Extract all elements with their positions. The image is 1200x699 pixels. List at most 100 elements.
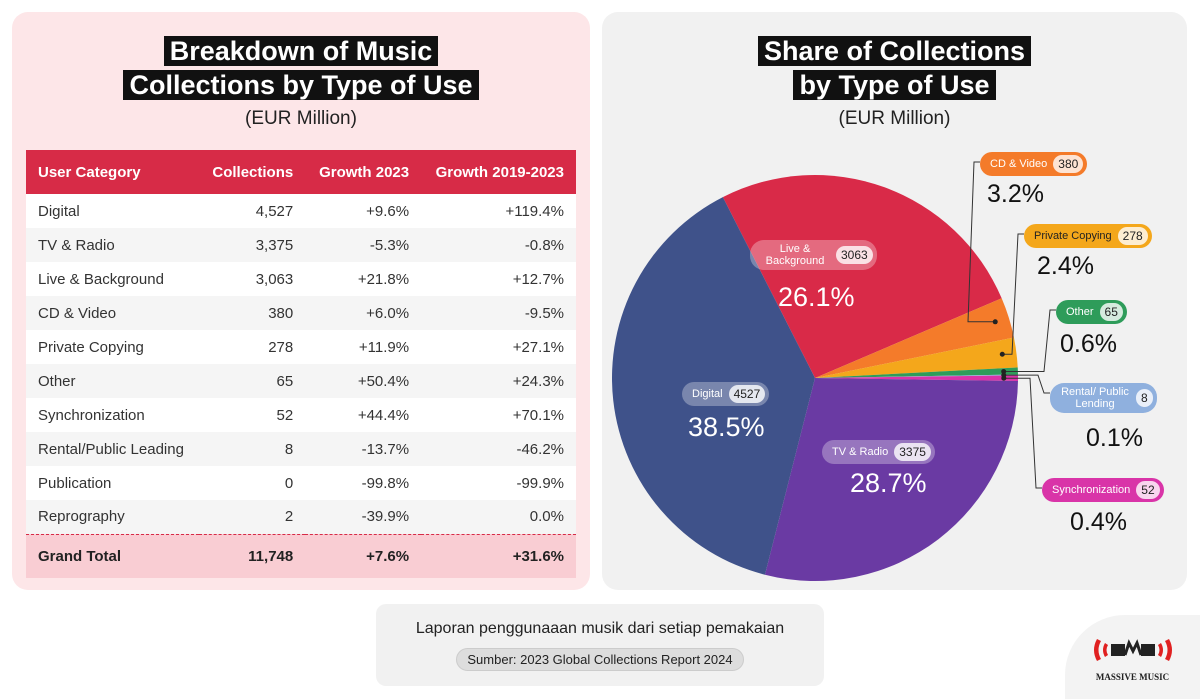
leader-dot xyxy=(999,351,1005,357)
table-cell: +9.6% xyxy=(366,202,410,220)
table-cell: +24.3% xyxy=(512,372,564,390)
slice-percent: 0.4% xyxy=(1070,508,1127,536)
table-row: Other 65 +50.4% +24.3% xyxy=(26,364,576,398)
table-cell: -13.7% xyxy=(361,440,410,458)
total-cell: 11,748 xyxy=(198,533,306,578)
slice-label: CD & Video 380 xyxy=(980,152,1088,176)
slice-name: Rental/ Public Lending xyxy=(1061,386,1129,410)
table-row: Publication 0 -99.8% -99.9% xyxy=(26,466,576,500)
leader-line xyxy=(1002,233,1024,355)
table-cell: 3,375 xyxy=(255,236,294,254)
col-header: User Category xyxy=(38,163,141,181)
pie-subtitle: (EUR Million) xyxy=(838,108,951,129)
table-cell: 8 xyxy=(284,440,294,458)
slice-name: TV & Radio xyxy=(832,446,889,458)
slice-name: Private Copying xyxy=(1034,230,1112,242)
slice-percent: 0.6% xyxy=(1060,330,1117,358)
total-cell: +7.6% xyxy=(305,533,422,578)
table-cell: +27.1% xyxy=(512,338,564,356)
pie-slice xyxy=(815,374,1018,378)
pie-slice xyxy=(815,298,1014,378)
slice-percent: 28.7% xyxy=(850,468,927,498)
table-cell: +44.4% xyxy=(357,406,410,424)
table-row: CD & Video 380 +6.0% -9.5% xyxy=(26,296,576,330)
slice-value: 3063 xyxy=(836,246,873,264)
slice-value: 278 xyxy=(1117,227,1148,245)
footer: Laporan penggunaaan musik dari setiap pe… xyxy=(376,604,824,686)
table-cell: +12.7% xyxy=(512,270,564,288)
pie-panel: Share of Collections by Type of Use (EUR … xyxy=(602,12,1187,590)
grand-total-row: Grand Total 11,748 +7.6% +31.6% xyxy=(26,533,576,578)
table-cell: -99.9% xyxy=(516,474,564,492)
table-row: Rental/Public Leading 8 -13.7% -46.2% xyxy=(26,432,576,466)
table-row: Digital 4,527 +9.6% +119.4% xyxy=(26,194,576,228)
slice-percent: 0.1% xyxy=(1086,424,1143,452)
slice-label: Live & Background 3063 xyxy=(750,240,877,270)
col-header: Collections xyxy=(212,163,294,181)
table-cell: +11.9% xyxy=(358,338,410,356)
pie-slice xyxy=(815,337,1018,378)
slice-value: 4527 xyxy=(728,385,766,403)
slice-value: 52 xyxy=(1136,481,1160,499)
table-cell: 0.0% xyxy=(529,508,564,526)
table-cell: Digital xyxy=(38,202,80,220)
table-row: Live & Background 3,063 +21.8% +12.7% xyxy=(26,262,576,296)
slice-label: Rental/ Public Lending 8 xyxy=(1050,383,1157,413)
table-row: TV & Radio 3,375 -5.3% -0.8% xyxy=(26,228,576,262)
table-cell: Synchronization xyxy=(38,406,145,424)
table-row: Private Copying 278 +11.9% +27.1% xyxy=(26,330,576,364)
leader-dot xyxy=(992,319,998,325)
slice-value: 65 xyxy=(1099,303,1123,321)
pie-slice xyxy=(764,378,1018,581)
slice-name: Digital xyxy=(692,388,723,400)
table-title: Breakdown of Music Collections by Type of… xyxy=(12,34,590,102)
slice-name: Synchronization xyxy=(1052,484,1131,496)
slice-percent: 26.1% xyxy=(778,282,855,312)
table-row: Reprography 2 -39.9% 0.0% xyxy=(26,500,576,534)
total-cell: +31.6% xyxy=(421,533,576,578)
collections-table: User Category Collections Growth 2023 Gr… xyxy=(26,150,576,578)
table-cell: CD & Video xyxy=(38,304,117,322)
pie-title: Share of Collections by Type of Use xyxy=(602,34,1187,102)
table-cell: +50.4% xyxy=(357,372,410,390)
table-cell: +6.0% xyxy=(366,304,410,322)
leader-line xyxy=(1003,377,1042,489)
table-cell: 52 xyxy=(276,406,294,424)
leader-dot xyxy=(1001,368,1007,374)
table-cell: +21.8% xyxy=(357,270,410,288)
table-cell: +70.1% xyxy=(512,406,564,424)
table-cell: Reprography xyxy=(38,508,125,526)
table-cell: -46.2% xyxy=(516,440,564,458)
table-cell: 4,527 xyxy=(255,202,294,220)
table-cell: 0 xyxy=(284,474,294,492)
massive-music-logo: MASSIVE MUSIC xyxy=(1065,615,1200,699)
slice-label: Digital 4527 xyxy=(682,382,770,406)
table-subtitle: (EUR Million) xyxy=(245,108,357,129)
table-cell: -5.3% xyxy=(369,236,410,254)
col-header: Growth 2023 xyxy=(319,163,410,181)
pie-slice xyxy=(612,197,815,575)
table-cell: -39.9% xyxy=(361,508,410,526)
table-cell: 3,063 xyxy=(255,270,294,288)
slice-value: 380 xyxy=(1053,155,1084,173)
pie-chart xyxy=(612,161,1056,581)
table-row: Synchronization 52 +44.4% +70.1% xyxy=(26,398,576,432)
pie-slice xyxy=(722,174,1002,378)
table-cell: -9.5% xyxy=(524,304,564,322)
slice-percent: 38.5% xyxy=(688,412,765,442)
leader-line xyxy=(1003,309,1056,372)
table-panel: Breakdown of Music Collections by Type of… xyxy=(12,12,590,590)
table-cell: -0.8% xyxy=(524,236,564,254)
table-cell: Publication xyxy=(38,474,112,492)
slice-label: Private Copying 278 xyxy=(1024,224,1152,248)
pie-slice xyxy=(815,367,1018,378)
table-cell: +119.4% xyxy=(505,202,564,220)
table-cell: 380 xyxy=(268,304,294,322)
slice-label: Other 65 xyxy=(1056,300,1127,324)
slice-name: CD & Video xyxy=(990,158,1048,170)
slice-value: 8 xyxy=(1136,389,1153,407)
pie-slice xyxy=(815,375,1018,382)
speaker-logo-icon xyxy=(1093,639,1172,661)
slice-label: Synchronization 52 xyxy=(1042,478,1164,502)
total-cell: Grand Total xyxy=(26,533,199,578)
